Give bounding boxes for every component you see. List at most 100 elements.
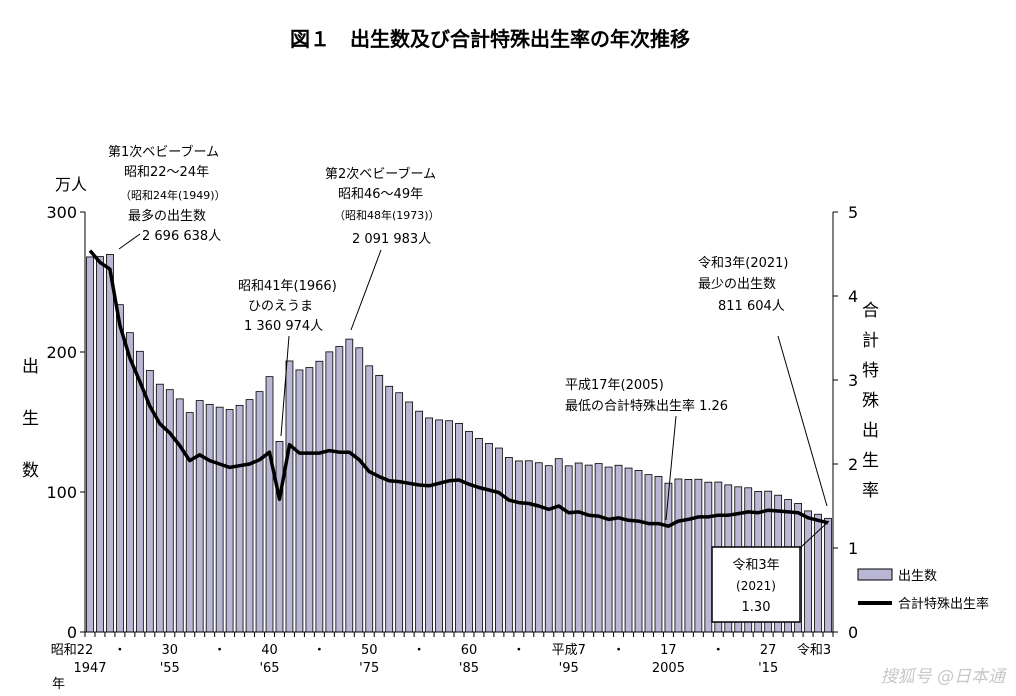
x-tick-label-year: 1947	[73, 661, 106, 676]
x-tick-label-era: ・	[113, 643, 126, 658]
annotation-text: (2021)	[736, 579, 776, 593]
annotation-text: 最多の出生数	[128, 208, 206, 224]
x-tick-label-year: '95	[559, 661, 579, 676]
y-right-tick-label: 4	[848, 287, 858, 306]
annotation-text: （昭和24年(1949)）	[120, 188, 226, 202]
bar-2004	[654, 476, 663, 633]
axes: 0 100 200 300 0 1 2 3 4 5 昭和22 1947 ・ 30 '55 ・ 40 '65 ・ 50 '…	[46, 203, 858, 676]
y-right-label-char: 率	[862, 481, 879, 501]
annotation-text: 令和3年(2021)	[698, 256, 789, 271]
y-left-label-char: 生	[22, 409, 39, 429]
legend-bar-label: 出生数	[898, 569, 937, 584]
annotation-text: 最少の出生数	[698, 277, 776, 292]
x-tick-label-year: '15	[758, 661, 778, 676]
bar-1985	[465, 431, 473, 633]
annotation-text: 2 091 983人	[352, 232, 431, 247]
y-left-label-char: 数	[22, 461, 39, 481]
annotation-arrow	[118, 233, 141, 250]
x-tick-label-era: 17	[660, 643, 677, 658]
bar-1947	[86, 256, 94, 633]
bar-1966	[275, 441, 284, 633]
bar-1988	[495, 447, 503, 633]
bar-1992	[534, 462, 543, 633]
annotation-text: 最低の合計特殊出生率 1.26	[565, 398, 728, 414]
x-tick-label-year: '65	[259, 661, 279, 676]
bar-1957	[185, 412, 194, 633]
bar-2020	[814, 513, 822, 633]
annotation-fewest: 令和3年(2021) 最少の出生数 811 604人	[698, 256, 828, 507]
bar-1987	[485, 443, 493, 633]
bar-2009	[704, 481, 713, 633]
y-right-label-char: 殊	[862, 391, 879, 411]
x-unit: 年	[52, 677, 65, 692]
x-tick-label-year: '55	[160, 661, 180, 676]
bar-1949	[106, 254, 114, 633]
y-right-label-char: 合	[862, 301, 879, 321]
bar-1948	[96, 256, 104, 633]
y-right-label-char: 特	[862, 361, 879, 381]
bar-1956	[175, 398, 184, 633]
bar-1965	[265, 376, 274, 633]
y-right-tick-label: 3	[848, 371, 858, 390]
bar-1976	[375, 374, 384, 633]
x-tick-label-era: ・	[612, 643, 625, 658]
bar-1981	[425, 417, 433, 633]
bar-1961	[225, 409, 234, 633]
bar-1974	[355, 347, 364, 633]
bar-1999	[604, 466, 613, 633]
bar-1970	[315, 360, 324, 633]
bar-1975	[365, 365, 374, 633]
bar-1993	[544, 465, 553, 633]
y-left-tick-label: 200	[46, 343, 77, 362]
legend: 出生数 合計特殊出生率	[857, 568, 989, 612]
x-tick-label-era: ・	[213, 643, 226, 658]
bar-1979	[405, 401, 414, 633]
y-right-tick-label: 1	[848, 539, 858, 558]
annotation-boom1: 第1次ベビーブーム 昭和22～24年 （昭和24年(1949)） 最多の出生数 …	[108, 144, 226, 250]
bar-2019	[804, 510, 812, 633]
bar-1977	[385, 385, 394, 633]
annotation-text: 2 696 638人	[142, 229, 221, 244]
annotation-arrow	[280, 335, 290, 437]
bar-2003	[644, 474, 653, 633]
bar-1980	[415, 410, 423, 633]
legend-line-label: 合計特殊出生率	[898, 596, 989, 612]
x-tick-label-year: '75	[359, 661, 379, 676]
y-left-tick-label: 300	[46, 203, 77, 222]
annotation-text: 1.30	[742, 600, 771, 615]
legend-bar-swatch	[857, 568, 893, 581]
annotation-text: 第1次ベビーブーム	[108, 144, 219, 160]
annotation-text: 昭和46～49年	[338, 187, 423, 202]
bar-1991	[524, 460, 533, 633]
y-right-tick-label: 5	[848, 203, 858, 222]
y-right-tick-label: 2	[848, 455, 858, 474]
x-tick-label-era: 27	[760, 643, 777, 658]
annotation-text: ひのえうま	[248, 299, 313, 314]
x-tick-label-era: 平成7	[552, 643, 586, 658]
bar-1996	[574, 462, 583, 633]
bar-series	[86, 254, 832, 633]
y-left-unit: 万人	[55, 175, 87, 194]
y-right-label-char: 出	[862, 421, 879, 441]
bar-1982	[435, 419, 443, 633]
x-tick-label-era: 60	[461, 643, 478, 658]
bar-1962	[235, 404, 244, 633]
y-left-label: 出生数	[22, 357, 39, 481]
bar-1995	[564, 465, 573, 633]
bar-1973	[345, 338, 354, 633]
bar-1989	[504, 457, 513, 633]
y-left-tick-label: 0	[67, 623, 77, 642]
bar-1959	[205, 403, 214, 633]
annotation-arrow	[777, 335, 828, 507]
bar-1983	[445, 420, 453, 633]
y-right-label-char: 生	[862, 451, 879, 471]
bar-1997	[584, 464, 593, 633]
x-tick-label-era: 30	[161, 643, 178, 658]
annotation-box-2021: 令和3年 (2021) 1.30	[711, 520, 830, 623]
bar-1969	[305, 367, 314, 633]
bar-1950	[116, 304, 124, 633]
bar-2002	[634, 470, 643, 633]
bar-1984	[455, 422, 463, 633]
bar-1978	[395, 392, 404, 633]
